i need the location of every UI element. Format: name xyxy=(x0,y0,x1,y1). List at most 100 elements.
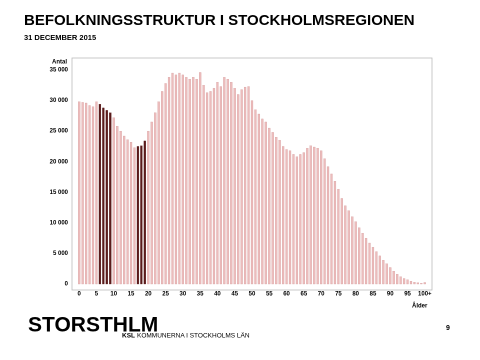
bar xyxy=(316,148,319,285)
bar xyxy=(98,104,102,285)
bar xyxy=(389,267,392,285)
bar xyxy=(344,205,347,285)
x-tick-label: 25 xyxy=(162,292,169,298)
bar xyxy=(264,121,267,285)
bar xyxy=(250,100,254,285)
x-tick-label: 85 xyxy=(370,292,377,298)
bar xyxy=(278,140,281,285)
bar xyxy=(129,141,133,285)
bar xyxy=(167,77,171,285)
x-tick-label: 50 xyxy=(249,292,256,298)
bar xyxy=(347,210,350,285)
bar xyxy=(143,140,146,285)
y-axis-label: Antal xyxy=(52,60,67,66)
bar xyxy=(299,154,302,285)
bar xyxy=(237,94,240,285)
bar xyxy=(112,117,115,285)
bar xyxy=(212,88,216,285)
bar xyxy=(195,79,198,285)
bar xyxy=(340,198,343,285)
bar xyxy=(409,281,413,285)
bar xyxy=(323,158,326,285)
bar xyxy=(358,227,361,285)
x-axis-label: Ålder xyxy=(412,303,428,310)
bar xyxy=(81,102,84,285)
bar xyxy=(240,89,243,285)
bar xyxy=(292,154,295,285)
x-tick-label: 90 xyxy=(387,292,394,298)
x-tick-label: 10 xyxy=(110,292,117,298)
bar xyxy=(226,79,229,285)
bar xyxy=(351,216,354,285)
x-tick-label: 100+ xyxy=(418,292,432,298)
bar xyxy=(396,274,399,285)
bar xyxy=(178,72,181,285)
x-tick-label: 80 xyxy=(352,292,359,298)
y-tick-label: 15 000 xyxy=(50,190,69,196)
x-tick-label: 70 xyxy=(318,292,325,298)
bar xyxy=(105,110,108,285)
bar xyxy=(233,88,236,285)
bar xyxy=(282,146,285,285)
x-tick-label: 75 xyxy=(335,292,342,298)
bar xyxy=(119,130,122,285)
bar xyxy=(209,91,212,285)
bar xyxy=(216,82,219,285)
bar xyxy=(140,145,143,285)
bar xyxy=(181,74,184,285)
plot-frame xyxy=(71,57,433,291)
bar xyxy=(423,282,426,285)
bar xyxy=(416,282,420,285)
bar xyxy=(154,112,157,285)
bar xyxy=(219,86,222,285)
x-tick-label: 30 xyxy=(180,292,187,298)
bar xyxy=(406,279,409,285)
bar xyxy=(309,145,312,285)
y-tick-label: 25 000 xyxy=(50,129,69,135)
bar xyxy=(133,147,136,285)
bar xyxy=(320,150,323,285)
bar xyxy=(95,101,98,285)
bar xyxy=(136,146,140,285)
bar xyxy=(185,77,188,285)
y-tick-label: 30 000 xyxy=(50,98,69,104)
bar xyxy=(285,149,288,285)
bar xyxy=(174,74,178,285)
x-tick-label: 45 xyxy=(231,292,238,298)
chart-title: BEFOLKNINGSSTRUKTUR I STOCKHOLMSREGIONEN xyxy=(24,12,415,29)
bar xyxy=(147,130,150,285)
bar xyxy=(188,79,191,285)
bar xyxy=(254,109,257,285)
brand: STORSTHLM xyxy=(28,314,158,337)
y-tick-label: 10 000 xyxy=(50,220,69,226)
bar xyxy=(102,107,105,285)
bar xyxy=(271,132,274,285)
bar xyxy=(161,91,164,285)
bar xyxy=(392,271,395,285)
y-tick-label: 0 xyxy=(65,282,69,288)
bar xyxy=(257,113,261,285)
bar xyxy=(326,166,330,285)
bar xyxy=(116,126,119,285)
y-tick-label: 35 000 xyxy=(50,68,69,74)
bar xyxy=(192,77,195,285)
y-tick-label: 5 000 xyxy=(53,251,69,257)
x-tick-label: 35 xyxy=(197,292,204,298)
bar xyxy=(413,282,416,285)
bar xyxy=(295,156,299,285)
x-tick-label: 95 xyxy=(404,292,411,298)
bar xyxy=(126,139,129,285)
bar xyxy=(199,72,202,285)
bar xyxy=(247,86,250,285)
bar xyxy=(230,82,233,285)
x-tick-label: 55 xyxy=(266,292,273,298)
chart-subtitle: 31 DECEMBER 2015 xyxy=(24,33,96,42)
bar xyxy=(123,135,126,285)
bar xyxy=(243,86,247,285)
bar xyxy=(313,146,316,285)
bar xyxy=(109,112,112,285)
bar xyxy=(150,121,153,285)
bar xyxy=(371,247,375,285)
bar xyxy=(78,101,81,285)
